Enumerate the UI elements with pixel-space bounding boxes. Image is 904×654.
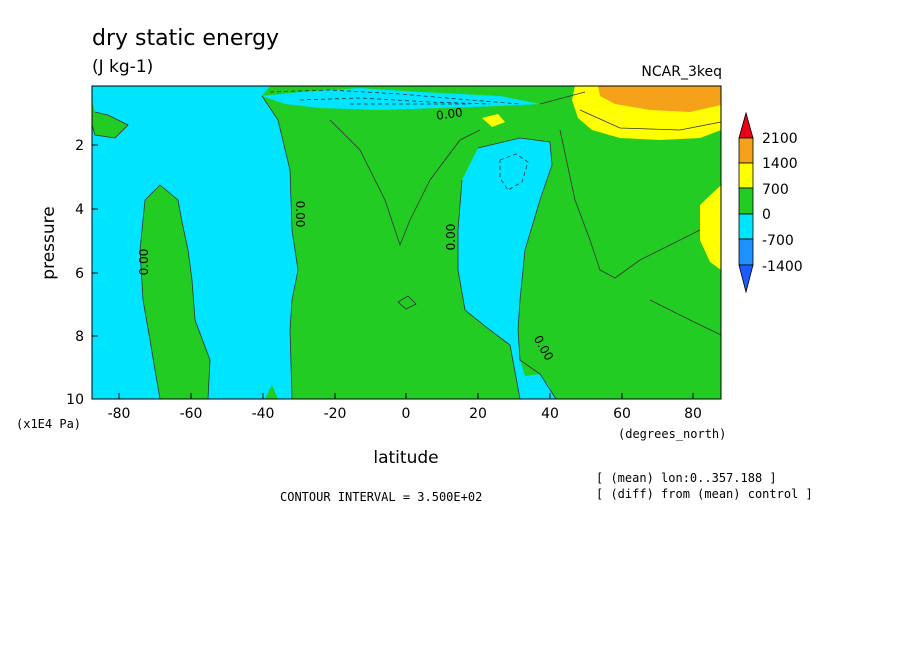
x-tick-label: 40 (541, 406, 559, 422)
contour-label-2: 0.00 (293, 201, 307, 228)
orange-region-ne (598, 86, 721, 112)
colorbar-label: 1400 (762, 156, 798, 172)
colorbar: 2100 1400 700 0 -700 -1400 (738, 111, 803, 294)
plot-area: 0.00 0.00 0.00 0.00 0.00 (91, 85, 722, 400)
x-axis-label: latitude (373, 448, 438, 468)
y-tick-labels: 2 4 6 8 10 (66, 138, 84, 408)
negative-region-small-se (540, 378, 555, 399)
x-tick-label: 20 (469, 406, 487, 422)
colorbar-swatch (738, 238, 754, 266)
y-tick-label: 4 (75, 202, 84, 218)
colorbar-label: -700 (762, 233, 794, 249)
negative-region-south (92, 86, 298, 399)
yellow-region-small (482, 114, 505, 127)
colorbar-label: 2100 (762, 131, 798, 147)
negative-region-upper-strip (262, 88, 540, 110)
colorbar-label: 0 (762, 207, 771, 223)
contour-label-5: 0.00 (435, 105, 463, 123)
colorbar-cap-top (738, 111, 754, 139)
colorbar-cap-bottom (738, 264, 754, 294)
y-tick-label: 10 (66, 392, 84, 408)
dashed-contours (269, 89, 529, 191)
y-tick-label: 6 (75, 266, 84, 282)
colorbar-swatch (738, 213, 754, 240)
chart-units: (J kg-1) (92, 57, 153, 77)
colorbar-swatch (738, 137, 754, 164)
contour-lines (91, 91, 722, 400)
x-tick-label: -60 (180, 406, 203, 422)
x-tick-label: 80 (684, 406, 702, 422)
chart-title: dry static energy (92, 26, 279, 51)
negative-region-tropics (458, 138, 556, 399)
contour-labels: 0.00 0.00 0.00 0.00 0.00 (137, 105, 556, 363)
x-tick-label: -20 (324, 406, 347, 422)
x-axis-units: (degrees_north) (618, 427, 726, 441)
contour-label-3: 0.00 (444, 224, 458, 251)
x-tick-label: -80 (108, 406, 131, 422)
x-tick-labels: -80 -60 -40 -20 0 20 40 60 80 (108, 406, 702, 422)
x-tick-label: 60 (613, 406, 631, 422)
contour-label-1: 0.00 (137, 249, 151, 276)
dataset-label: NCAR_3keq (641, 64, 722, 80)
colorbar-swatch (738, 162, 754, 189)
colorbar-label: 700 (762, 182, 789, 198)
colorbar-label: -1400 (762, 259, 803, 275)
yellow-region-east (700, 185, 721, 270)
contour-interval: CONTOUR INTERVAL = 3.500E+02 (280, 490, 482, 504)
colorbar-swatch (738, 187, 754, 215)
x-tick-label: 0 (402, 406, 411, 422)
note-diff: [ (diff) from (mean) control ] (596, 487, 813, 501)
note-mean: [ (mean) lon:0..357.188 ] (596, 471, 777, 485)
y-tick-label: 8 (75, 329, 84, 345)
y-tick-label: 2 (75, 138, 84, 154)
y-axis-units: (x1E4 Pa) (16, 417, 81, 431)
y-axis (92, 144, 98, 400)
x-axis (118, 393, 694, 399)
y-axis-label: pressure (39, 206, 59, 279)
x-tick-label: -40 (252, 406, 275, 422)
